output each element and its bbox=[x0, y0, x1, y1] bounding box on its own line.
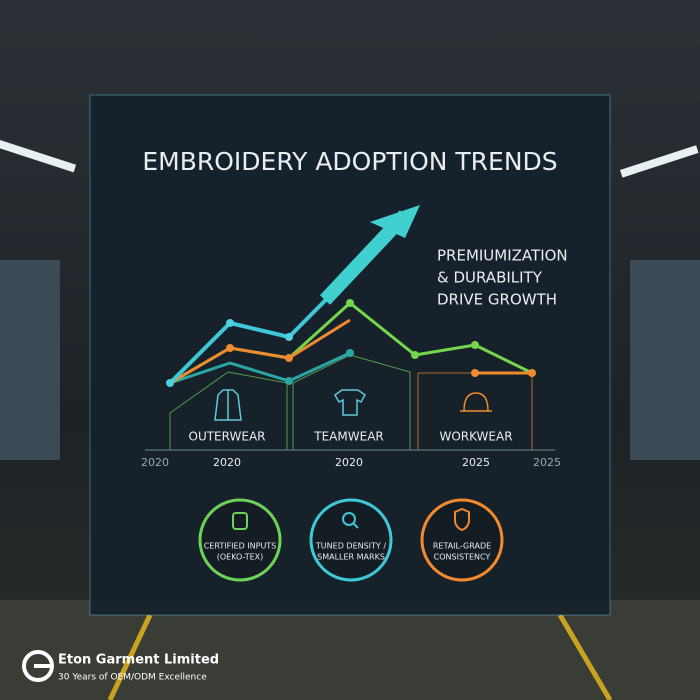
title: EMBROIDERY ADOPTION TRENDS bbox=[142, 147, 557, 176]
points bbox=[166, 299, 536, 387]
brand-tagline: 30 Years of OEM/ODM Excellence bbox=[58, 673, 207, 683]
year-label: 2020 bbox=[335, 456, 363, 469]
badge-label: (OEKO-TEX) bbox=[217, 553, 264, 562]
badge-label: CERTIFIED INPUTS bbox=[204, 542, 277, 551]
badge-label: SMALLER MARKS bbox=[317, 553, 385, 562]
callout: PREMIUMIZATION & DURABILITY DRIVE GROWTH bbox=[437, 247, 568, 309]
badge-label: CONSISTENCY bbox=[434, 553, 491, 562]
segment-label: WORKWEAR bbox=[439, 430, 512, 444]
growth-arrow bbox=[319, 210, 411, 305]
year-label: 2025 bbox=[462, 456, 490, 469]
segment-icons bbox=[214, 389, 492, 421]
brand: Eton Garment Limited 30 Years of OEM/ODM… bbox=[22, 650, 219, 683]
badge bbox=[309, 498, 393, 582]
year-labels: 2020 2020 2020 2025 2025 bbox=[141, 456, 561, 469]
year-label: 2020 bbox=[141, 456, 169, 469]
factory-decor bbox=[0, 140, 700, 700]
year-label: 2020 bbox=[213, 456, 241, 469]
badge-label: RETAIL-GRADE bbox=[433, 542, 491, 551]
year-label: 2025 bbox=[533, 456, 561, 469]
callout-line: PREMIUMIZATION bbox=[437, 247, 568, 265]
callout-line: & DURABILITY bbox=[437, 269, 543, 287]
segment-label: TEAMWEAR bbox=[313, 430, 383, 444]
segment-label: OUTERWEAR bbox=[189, 430, 266, 444]
badge bbox=[420, 498, 504, 582]
brand-name: Eton Garment Limited bbox=[58, 653, 219, 668]
callout-line: DRIVE GROWTH bbox=[437, 291, 557, 309]
badges: CERTIFIED INPUTS (OEKO-TEX) TUNED DENSIT… bbox=[198, 498, 504, 582]
badge bbox=[198, 498, 282, 582]
badge-label: TUNED DENSITY / bbox=[315, 542, 386, 551]
brand-logo bbox=[22, 650, 54, 682]
segment-labels: OUTERWEAR TEAMWEAR WORKWEAR bbox=[189, 430, 513, 444]
